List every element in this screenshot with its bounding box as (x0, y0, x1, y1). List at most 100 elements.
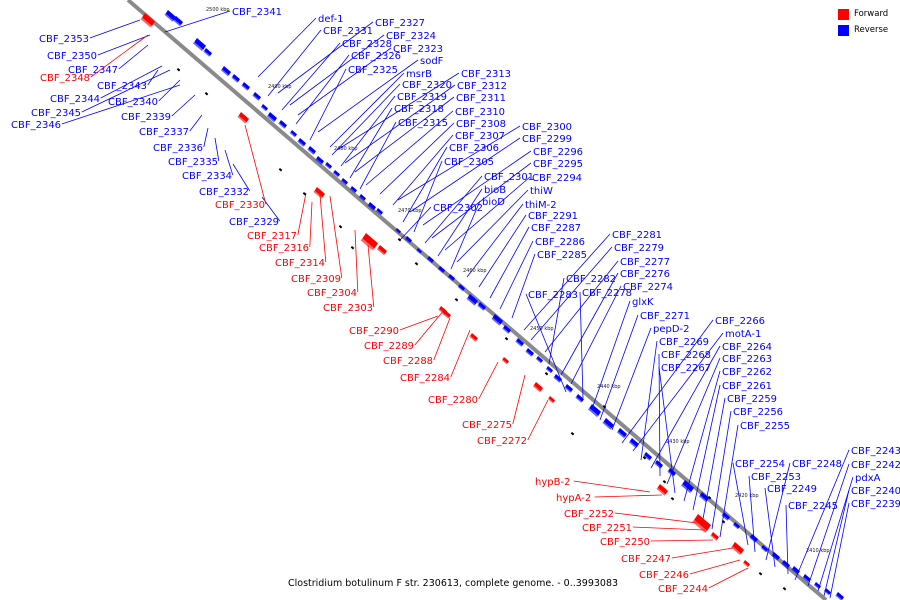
gene-label-forward: hypA-2 (556, 493, 591, 504)
leader-line (367, 244, 375, 308)
forward-gene-glyph (360, 233, 378, 251)
gene-label-reverse: CBF_2266 (715, 316, 765, 327)
leader-line (281, 42, 341, 111)
gene-label-reverse: CBF_2318 (394, 104, 444, 115)
reverse-gene-glyph (416, 248, 422, 254)
reverse-gene-glyph (781, 560, 790, 569)
leader-line (295, 54, 350, 125)
gene-label-reverse: CBF_2306 (449, 143, 499, 154)
leader-line (523, 233, 611, 331)
forward-gene-glyph (501, 357, 509, 365)
gene-label-reverse: pdxA (855, 473, 881, 484)
reverse-gene-glyph (307, 146, 316, 155)
gene-label-reverse: CBF_2323 (393, 44, 443, 55)
leader-line (573, 480, 651, 493)
leader-line (708, 567, 749, 589)
leader-line (365, 110, 454, 186)
leader-line (424, 175, 483, 244)
leader-line (336, 72, 460, 151)
leader-line (100, 65, 163, 99)
leader-line (329, 195, 343, 279)
gene-label-reverse: CBF_2269 (659, 337, 709, 348)
leader-line (666, 357, 721, 485)
reverse-gene-glyph (324, 162, 332, 170)
leader-line (785, 504, 789, 575)
leader-line (614, 512, 698, 524)
gene-label-forward: CBF_2317 (247, 231, 297, 242)
reverse-gene-glyph (732, 522, 740, 530)
reverse-gene-glyph (760, 545, 768, 553)
reverse-gene-glyph (164, 10, 176, 22)
reverse-gene-glyph (823, 588, 831, 596)
reverse-gene-glyph (515, 338, 524, 347)
legend-forward-label: Forward (854, 9, 889, 19)
gene-label-reverse: pepD-2 (653, 324, 690, 335)
leader-line (164, 10, 231, 33)
scale-tick-label: 2490 kbp (268, 84, 292, 90)
leader-line (511, 253, 536, 319)
leader-line (422, 150, 532, 226)
leader-line (719, 424, 739, 538)
reverse-gene-glyph (332, 170, 340, 178)
reverse-gene-glyph (266, 112, 277, 123)
gene-label-reverse: CBF_2328 (342, 39, 392, 50)
leader-line (399, 315, 439, 331)
reverse-gene-glyph (616, 428, 627, 439)
reverse-gene-glyph (535, 356, 543, 364)
reverse-gene-glyph (553, 374, 562, 383)
gene-label-reverse: CBF_2282 (566, 274, 616, 285)
leader-line (794, 449, 850, 581)
leader-line (599, 314, 639, 421)
gene-label-reverse: sodF (420, 56, 444, 67)
leader-line (530, 246, 613, 341)
leader-line (189, 114, 203, 132)
gene-label-reverse: CBF_2286 (535, 237, 585, 248)
forward-gene-glyph (532, 382, 543, 393)
gene-label-reverse: CBF_2312 (457, 81, 507, 92)
reverse-gene-glyph (771, 552, 780, 561)
scale-tick-label: 2450 kbp (530, 326, 554, 332)
leader-line (683, 370, 721, 502)
leader-line (489, 226, 530, 299)
leader-line (414, 308, 446, 346)
forward-gene-glyph (469, 333, 478, 342)
leader-line (632, 332, 724, 452)
gene-label-reverse: CBF_2283 (528, 290, 578, 301)
leader-line (349, 107, 393, 179)
forward-gene-glyph (692, 514, 711, 533)
leader-line (466, 203, 524, 278)
forward-gene-glyph (710, 532, 719, 541)
gene-label-reverse: CBF_2287 (531, 223, 581, 234)
leader-line (354, 229, 359, 293)
reverse-gene-glyph (278, 120, 287, 129)
leader-line (456, 189, 529, 263)
reverse-gene-glyph (367, 202, 376, 211)
gene-label-reverse: CBF_2341 (232, 7, 282, 18)
gene-label-forward: CBF_2330 (215, 200, 265, 211)
gene-label-forward: hypB-2 (535, 477, 570, 488)
reverse-gene-glyph (395, 228, 401, 234)
reverse-gene-glyph (203, 48, 212, 57)
forward-gene-glyph (140, 13, 155, 28)
leader-line (437, 188, 483, 257)
gene-label-reverse: bioB (484, 185, 506, 196)
leader-line (354, 96, 455, 173)
leader-line (560, 272, 619, 376)
gene-label-reverse: msrB (406, 69, 432, 80)
reverse-gene-glyph (349, 186, 357, 194)
minor-feature-marks (176, 67, 787, 591)
reverse-gene-glyph (502, 325, 511, 334)
gene-label-reverse: CBF_2313 (461, 69, 511, 80)
gene-label-reverse: glxK (632, 297, 654, 308)
leader-line (379, 122, 455, 195)
gene-label-reverse: CBF_2243 (851, 446, 900, 457)
gene-label-reverse: CBF_2353 (39, 34, 89, 45)
gene-label-reverse: CBF_2325 (348, 65, 398, 76)
gene-label-forward: CBF_2288 (383, 356, 433, 367)
gene-label-reverse: def-1 (318, 14, 343, 25)
gene-label-forward: CBF_2244 (658, 584, 708, 595)
gene-label-reverse: CBF_2261 (722, 381, 772, 392)
forward-gene-glyph (656, 484, 668, 496)
